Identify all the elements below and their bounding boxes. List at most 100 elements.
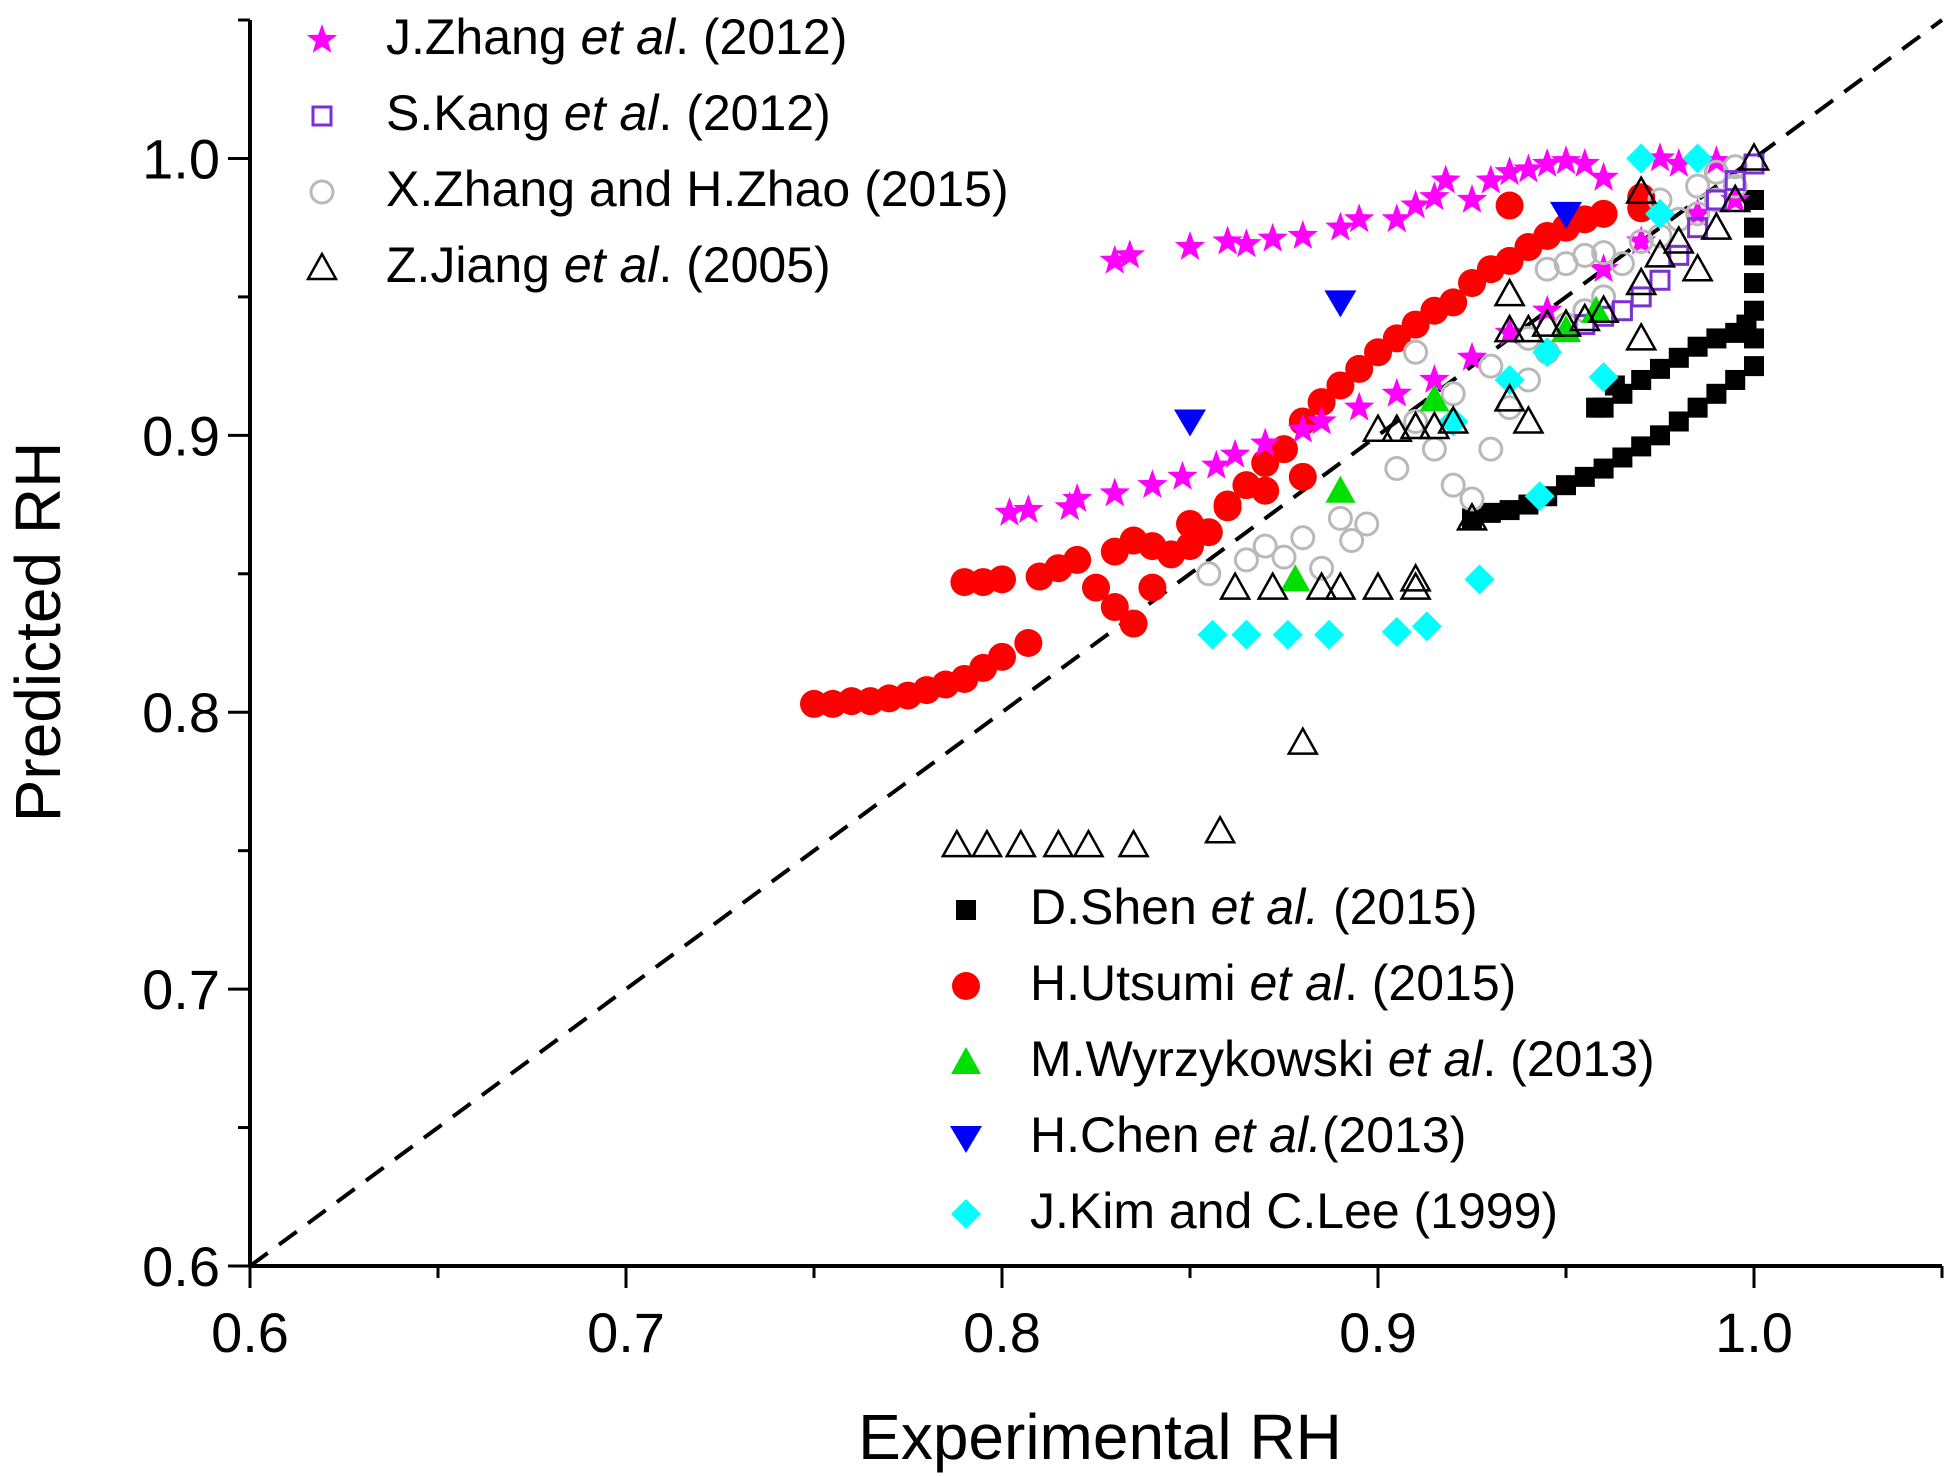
data-point (1345, 354, 1374, 383)
data-point (1138, 532, 1167, 561)
legend-label: S.Kang et al. (2012) (386, 85, 831, 141)
data-point (1233, 547, 1259, 573)
data-point (1138, 573, 1167, 602)
data-point (1137, 469, 1168, 499)
data-point (1114, 239, 1146, 269)
data-point (1419, 364, 1450, 393)
x-tick-label: 1.0 (1715, 1301, 1793, 1364)
data-point (1494, 364, 1525, 395)
data-point (1440, 381, 1466, 407)
data-point (1744, 217, 1764, 238)
data-point (1326, 371, 1355, 400)
data-point (1100, 593, 1129, 622)
data-point (1586, 397, 1607, 418)
data-point (1271, 544, 1297, 570)
data-point (1681, 252, 1714, 282)
data-point (1668, 244, 1690, 266)
y-tick-label: 1.0 (142, 127, 220, 190)
data-point (1381, 203, 1412, 233)
data-point (1256, 571, 1289, 600)
data-point (1644, 142, 1676, 172)
data-point (1042, 828, 1075, 858)
data-point (1418, 410, 1451, 440)
data-point (994, 496, 1025, 526)
data-point (1013, 494, 1044, 523)
data-point (1361, 571, 1395, 600)
data-point (1459, 486, 1485, 512)
data-point (1455, 501, 1489, 531)
data-point (1082, 573, 1110, 602)
data-point (1314, 619, 1345, 650)
data-point (1588, 253, 1619, 283)
y-tick-label: 0.8 (142, 681, 220, 744)
data-point (1344, 203, 1375, 233)
data-point (1630, 286, 1652, 308)
data-point (1663, 148, 1694, 177)
data-point (1344, 391, 1375, 421)
data-point (1072, 828, 1105, 858)
data-point (1493, 382, 1526, 412)
data-point (1706, 383, 1727, 404)
data-point (1399, 571, 1432, 600)
data-point (1339, 528, 1365, 554)
data-point (1440, 472, 1466, 498)
data-point (1478, 353, 1504, 379)
data-point (1257, 222, 1288, 252)
y-tick-label: 0.9 (142, 404, 220, 467)
data-point (1549, 308, 1583, 337)
data-point (1399, 410, 1432, 440)
data-point (1324, 290, 1357, 318)
data-point (1532, 337, 1563, 368)
legend-label: Z.Jiang et al. (2005) (386, 237, 831, 293)
data-point (1493, 313, 1526, 343)
data-point (1307, 388, 1336, 417)
data-point (1493, 277, 1526, 307)
data-point (988, 642, 1016, 671)
data-point (1550, 145, 1582, 175)
data-point (1354, 511, 1380, 537)
data-point (1612, 447, 1633, 468)
data-point (1196, 561, 1222, 587)
data-point (1384, 456, 1410, 482)
data-point (1744, 245, 1764, 266)
x-tick-label: 0.9 (1339, 1301, 1417, 1364)
data-point (1668, 411, 1689, 432)
data-point (1682, 143, 1713, 174)
data-points-layer (800, 141, 1771, 858)
legend-item: M.Wyrzykowski et al. (2013) (951, 1031, 1655, 1087)
data-point (1574, 466, 1595, 487)
data-point (1609, 251, 1635, 277)
data-point (1705, 189, 1727, 211)
y-tick-label: 0.6 (142, 1235, 220, 1298)
data-point (1325, 211, 1356, 241)
data-point (1324, 571, 1357, 600)
y-tick-label: 0.7 (142, 958, 220, 1021)
legend-item: Z.Jiang et al. (2005) (305, 237, 831, 293)
data-point (1701, 145, 1732, 175)
data-point (1203, 814, 1237, 844)
legend-marker (309, 179, 335, 205)
data-point (1167, 460, 1198, 490)
data-point (1250, 427, 1281, 457)
data-point (1569, 148, 1600, 177)
data-point (1591, 240, 1617, 266)
data-point (1174, 231, 1206, 260)
data-point (1625, 266, 1658, 296)
data-point (1725, 322, 1746, 343)
data-point (1532, 148, 1563, 177)
data-point (1381, 616, 1412, 647)
data-point (1361, 413, 1395, 443)
data-point (1650, 358, 1670, 379)
data-point (1099, 244, 1130, 274)
data-point (1327, 505, 1353, 531)
data-point (1588, 161, 1619, 191)
series-7 (1174, 201, 1582, 437)
reference-line-y-equals-x (248, 18, 1944, 1268)
data-point (1004, 828, 1037, 858)
data-point (1400, 189, 1431, 219)
data-point (1700, 211, 1733, 240)
data-point (1197, 619, 1228, 650)
reference-line-layer (248, 18, 1944, 1268)
data-point (1649, 269, 1671, 291)
